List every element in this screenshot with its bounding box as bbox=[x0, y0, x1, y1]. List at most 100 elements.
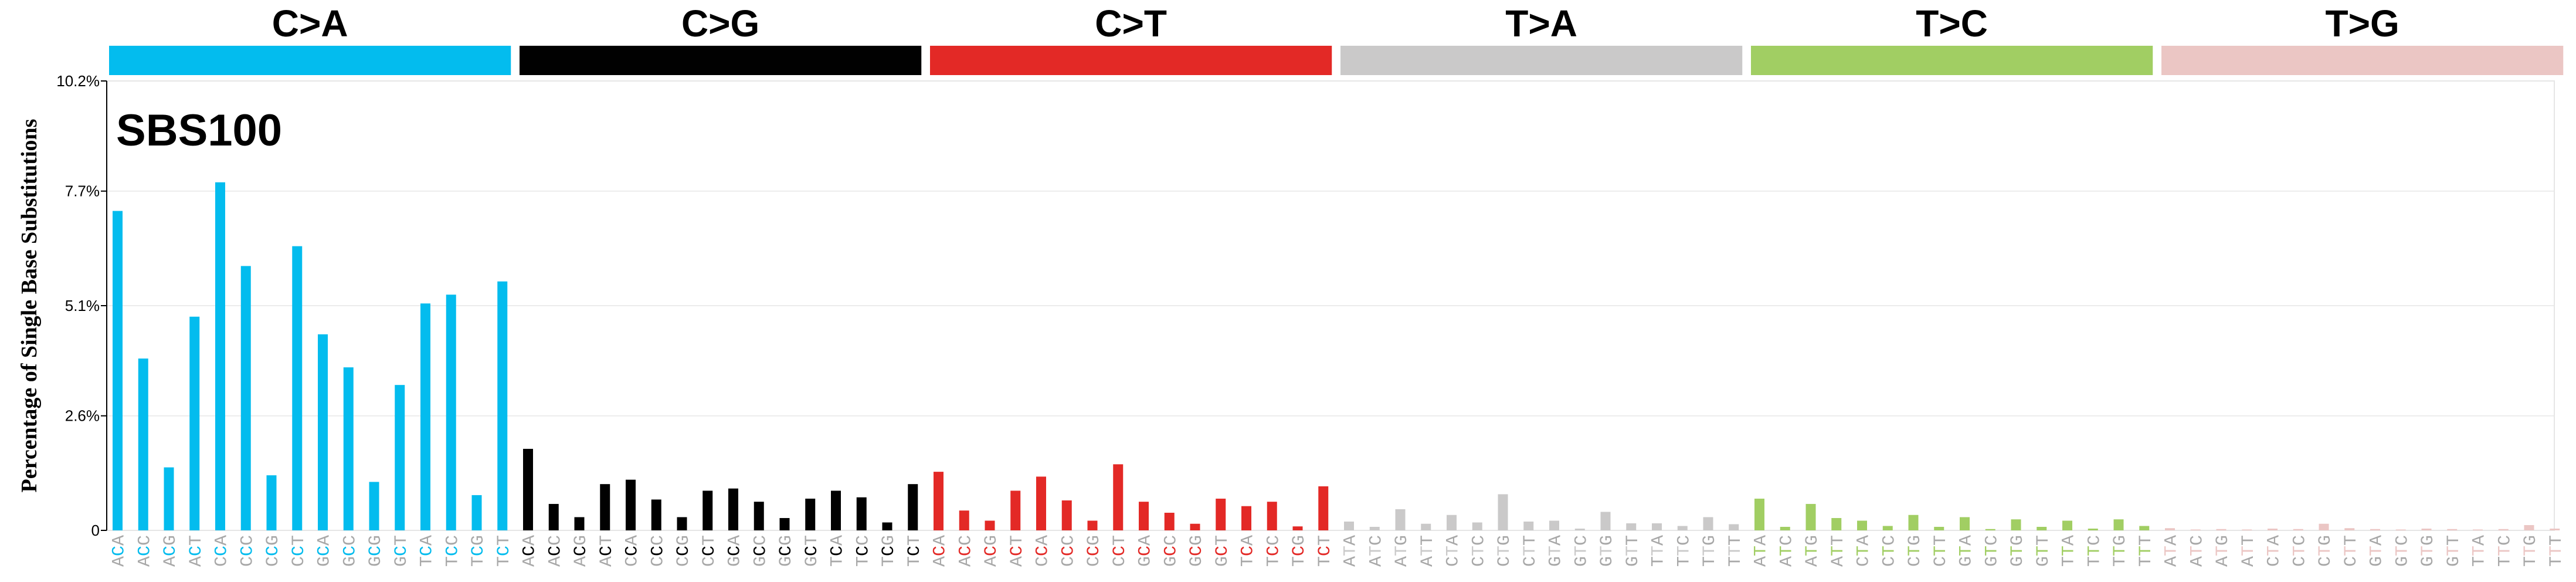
x-tick-label: CCT bbox=[289, 535, 309, 567]
bar bbox=[2242, 529, 2252, 530]
bar bbox=[497, 281, 508, 530]
x-tick-label: CTC bbox=[2290, 535, 2310, 567]
bar bbox=[266, 475, 277, 530]
x-tick-label: GTC bbox=[1572, 535, 1591, 567]
x-tick-label: CCA bbox=[212, 535, 232, 567]
bar bbox=[2319, 523, 2329, 530]
grid-lines bbox=[107, 80, 2554, 531]
bar bbox=[754, 502, 764, 530]
bar bbox=[702, 490, 713, 530]
x-tick-label: ATC bbox=[1366, 535, 1386, 567]
x-tick-label: ATT bbox=[1828, 535, 1848, 567]
x-tick-label: GCC bbox=[340, 535, 360, 567]
x-tick-label: TTG bbox=[2521, 535, 2541, 567]
bar bbox=[1472, 522, 1482, 530]
x-tick-label: CTC bbox=[1879, 535, 1899, 567]
x-tick-label: CTG bbox=[1495, 535, 1515, 567]
x-tick-label: GTA bbox=[2367, 535, 2387, 567]
x-tick-label: ACG bbox=[982, 535, 1002, 567]
bar bbox=[395, 385, 405, 530]
bar bbox=[318, 334, 328, 530]
x-tick-label: CTA bbox=[1444, 535, 1464, 567]
bar bbox=[805, 498, 816, 530]
x-tick-label: GCT bbox=[802, 535, 822, 567]
x-tick-label: TCA bbox=[828, 535, 848, 567]
bar bbox=[2088, 528, 2098, 530]
bar bbox=[574, 517, 585, 530]
x-tick-label: TCG bbox=[1289, 535, 1309, 567]
x-tick-label: ACT bbox=[186, 535, 206, 567]
bar bbox=[1729, 524, 1739, 530]
bar bbox=[2268, 528, 2278, 530]
x-tick-label: CTA bbox=[2265, 535, 2285, 567]
bar bbox=[1267, 502, 1277, 530]
y-tick-label: 2.6% bbox=[65, 407, 100, 425]
x-tick-label: GCG bbox=[1187, 535, 1207, 567]
x-tick-label: ACA bbox=[110, 535, 130, 567]
bar bbox=[2447, 529, 2458, 530]
x-tick-label: CCT bbox=[1110, 535, 1130, 567]
x-tick-label: TCC bbox=[1264, 535, 1284, 567]
x-tick-label: CTA bbox=[1854, 535, 1874, 567]
x-tick-label: ACC bbox=[545, 535, 565, 567]
bar bbox=[934, 472, 943, 530]
bar bbox=[523, 449, 533, 530]
bar bbox=[138, 358, 148, 530]
x-tick-label: ACC bbox=[135, 535, 155, 567]
bar bbox=[908, 484, 918, 530]
bar bbox=[2037, 526, 2047, 530]
bar bbox=[985, 520, 995, 530]
x-tick-label: TCA bbox=[1238, 535, 1258, 567]
x-tick-label: ATA bbox=[1752, 535, 1771, 567]
bar bbox=[1677, 526, 1688, 530]
bar bbox=[1369, 526, 1380, 530]
x-tick-label: GTT bbox=[2034, 535, 2054, 567]
bar bbox=[1061, 500, 1072, 530]
x-tick-label: GTA bbox=[1546, 535, 1566, 567]
group-band bbox=[109, 46, 511, 75]
bar bbox=[728, 488, 738, 530]
bar bbox=[2421, 528, 2432, 530]
bar bbox=[1292, 526, 1303, 530]
bar bbox=[215, 182, 225, 531]
bar bbox=[2293, 529, 2303, 530]
x-tick-label: GCA bbox=[725, 535, 745, 567]
x-tick-label: TTC bbox=[1674, 535, 1694, 567]
x-tick-label: CTT bbox=[1931, 535, 1951, 567]
bar bbox=[2062, 520, 2072, 530]
bar bbox=[1703, 517, 1713, 530]
x-tick-label: TCT bbox=[494, 535, 514, 567]
x-tick-label: CTG bbox=[2316, 535, 2336, 567]
bar bbox=[2370, 529, 2380, 530]
bar bbox=[471, 495, 482, 530]
group-band bbox=[930, 46, 1332, 75]
bar bbox=[2550, 528, 2560, 530]
x-tick-label: ATC bbox=[1777, 535, 1797, 567]
bar bbox=[2190, 529, 2201, 530]
x-tick-label: TCT bbox=[1315, 535, 1335, 567]
bar bbox=[1395, 509, 1406, 530]
group-label: C>G bbox=[681, 2, 759, 45]
bar bbox=[1626, 523, 1637, 530]
bar bbox=[164, 467, 174, 530]
x-tick-label: ATT bbox=[2239, 535, 2259, 567]
bar bbox=[2395, 529, 2406, 530]
substitution-group-headers: C>A C>G C>T T>A T>C T>G bbox=[109, 2, 2564, 75]
bar bbox=[2165, 528, 2175, 530]
y-axis-label: Percentage of Single Base Substitutions bbox=[17, 119, 42, 493]
y-tick-label: 7.7% bbox=[65, 182, 100, 200]
x-tick-label: TTG bbox=[2110, 535, 2130, 567]
x-tick-label: GCG bbox=[776, 535, 796, 567]
bar bbox=[2498, 529, 2509, 530]
x-tick-label: TTA bbox=[2059, 535, 2079, 567]
x-tick-label: ACC bbox=[956, 535, 976, 567]
x-tick-label: ATG bbox=[2213, 535, 2233, 567]
x-tick-label: GCT bbox=[392, 535, 412, 567]
x-tick-label: GTA bbox=[1957, 535, 1977, 567]
bar bbox=[2344, 528, 2355, 530]
bar bbox=[420, 303, 430, 530]
bar bbox=[2216, 529, 2227, 530]
bar bbox=[1447, 515, 1457, 530]
x-tick-label: GTC bbox=[1982, 535, 2002, 567]
bar bbox=[831, 490, 841, 530]
